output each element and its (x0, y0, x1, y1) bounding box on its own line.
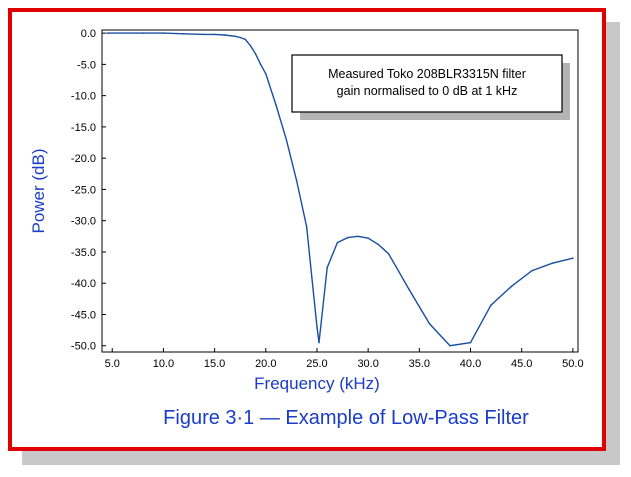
x-tick-label: 5.0 (105, 358, 120, 370)
data-point (183, 32, 185, 35)
x-tick-label: 40.0 (460, 358, 481, 370)
x-tick-label: 45.0 (511, 358, 532, 370)
y-axis: 0.0 -5.0 -10.0 -15.0 -20.0 -25.0 -30.0 -35.0 -40… (71, 28, 106, 353)
data-point (305, 226, 308, 228)
y-tick-label: -45.0 (71, 309, 96, 321)
data-point (326, 266, 329, 269)
series-points (106, 32, 574, 347)
data-point (490, 304, 492, 306)
data-point (377, 243, 380, 246)
x-tick-label: 25.0 (306, 358, 327, 370)
annotation-line-2: gain normalised to 0 dB at 1 kHz (337, 84, 518, 98)
data-point (275, 104, 277, 106)
y-tick-label: 0.0 (81, 28, 96, 40)
x-tick-label: 30.0 (357, 358, 378, 370)
data-point (244, 38, 247, 41)
data-point (239, 36, 241, 39)
data-point (449, 344, 451, 347)
data-point (408, 288, 410, 291)
data-point (106, 32, 108, 34)
data-point (531, 269, 533, 272)
data-point (249, 44, 252, 47)
data-point (469, 341, 472, 344)
data-point (311, 276, 313, 278)
data-point (316, 326, 318, 328)
data-point (285, 138, 288, 141)
data-point (213, 33, 216, 36)
data-point (318, 341, 320, 344)
y-tick-label: -50.0 (71, 341, 96, 353)
x-tick-label: 35.0 (409, 358, 430, 370)
y-axis-title: Power (dB) (29, 148, 48, 233)
x-axis-title: Frequency (kHz) (254, 374, 380, 393)
annotation-box (291, 54, 563, 113)
y-tick-label: -40.0 (71, 278, 96, 290)
x-tick-label: 20.0 (255, 358, 276, 370)
data-point (234, 35, 236, 38)
x-axis: 5.0 10.0 15.0 20.0 25.0 30.0 35.0 40.0 45.0 50.0 (105, 348, 584, 370)
data-point (572, 257, 574, 260)
data-point (346, 236, 349, 239)
data-point (510, 285, 513, 288)
data-point (259, 63, 262, 66)
data-point (224, 34, 226, 36)
data-point (357, 235, 359, 238)
x-tick-label: 15.0 (204, 358, 225, 370)
y-tick-label: -15.0 (71, 122, 96, 134)
data-point (551, 262, 554, 265)
data-point (336, 241, 339, 244)
data-point (428, 323, 431, 325)
annotation-line-1: Measured Toko 208BLR3315N filter (328, 67, 526, 81)
data-point (162, 32, 165, 34)
y-tick-label: -5.0 (77, 59, 96, 71)
x-tick-label: 10.0 (153, 358, 174, 370)
y-tick-label: -25.0 (71, 184, 96, 196)
y-tick-label: -20.0 (71, 153, 96, 165)
y-tick-label: -10.0 (71, 91, 96, 103)
figure-caption: Figure 3·1 — Example of Low-Pass Filter (163, 407, 529, 429)
data-point (264, 72, 267, 75)
data-point (254, 52, 257, 55)
data-point (367, 237, 369, 240)
data-point (203, 33, 206, 36)
data-point (295, 179, 298, 181)
data-point (387, 253, 390, 255)
data-point (142, 32, 144, 34)
y-tick-label: -30.0 (71, 216, 96, 228)
x-tick-label: 50.0 (562, 358, 583, 370)
y-tick-label: -35.0 (71, 247, 96, 259)
